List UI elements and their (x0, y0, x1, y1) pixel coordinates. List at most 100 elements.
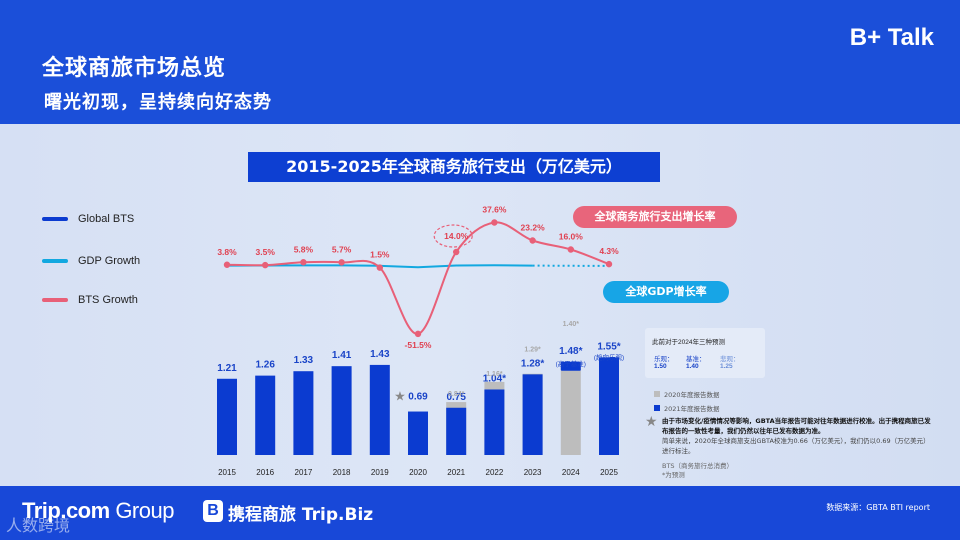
x-tick-2021: 2021 (447, 468, 465, 477)
x-tick-2016: 2016 (256, 468, 274, 477)
prior-label-2022: 1.16* (486, 371, 503, 378)
growth-label-2022: 37.6% (482, 205, 507, 215)
bar-note-2025: (趋向乐观) (594, 352, 624, 361)
note-legend-2021: 2021年度报告数据 (654, 403, 720, 413)
note-forecast-text: *为预测 (662, 471, 685, 479)
bar-label-2023: 1.28* (521, 358, 544, 369)
bar-2015 (217, 378, 237, 455)
legend-swatch-bts (42, 217, 68, 221)
bar-2019 (369, 364, 390, 455)
legend-label-gdp: GDP Growth (78, 255, 141, 267)
scenario-heading: 此前对于2024年三种预测 (652, 339, 725, 346)
bar-label-2018: 1.41 (332, 350, 352, 361)
bar-label-2025: 1.55* (597, 341, 620, 352)
scenario-label-pessimistic: 悲观： (720, 356, 740, 363)
bts-growth-point-2024 (567, 246, 574, 253)
growth-label-2017: 5.8% (294, 244, 314, 254)
x-tick-2022: 2022 (486, 468, 504, 477)
tripcom-group-logo: Trip.com Group (22, 498, 174, 524)
prior-label-2021: 0.84* (448, 391, 465, 398)
growth-label-2015: 3.8% (217, 247, 237, 257)
bar-2017 (293, 371, 314, 455)
star-marker-2020: ★ (394, 389, 406, 404)
bar-label-2022: 1.04* (483, 373, 506, 384)
note-bts-def-text: BTS（商务旅行总消费） (662, 462, 734, 470)
growth-label-2021: 14.0% (444, 231, 469, 241)
bts-growth-point-2023 (529, 237, 536, 244)
chart-panel (0, 124, 960, 486)
bts-growth-point-2019 (376, 264, 383, 271)
scenario-label-base: 基准： (686, 356, 706, 363)
growth-label-2024: 16.0% (559, 232, 584, 242)
note-swatch-2021 (654, 405, 660, 411)
star-icon: ★ (645, 413, 658, 429)
scenario-value-optimistic: 1.50 (654, 363, 667, 370)
bar-2024 (560, 361, 581, 371)
header-band (0, 0, 960, 124)
scenario-box (645, 328, 765, 378)
chart-title: 2015-2025年全球商务旅行支出（万亿美元） (248, 152, 660, 182)
legend-swatch-gdp (42, 259, 68, 263)
bts-growth-point-2022 (491, 219, 498, 226)
bar-2016 (255, 375, 276, 455)
x-tick-2025: 2025 (600, 468, 618, 477)
scenario-label-optimistic: 乐观： (654, 356, 674, 363)
prior-bar-2024 (560, 366, 581, 455)
bar-label-2021: 0.75 (446, 392, 466, 403)
tripbiz-logo-icon: B (203, 500, 223, 522)
bar-2020 (408, 411, 428, 455)
bar-label-2019: 1.43 (370, 349, 390, 360)
bts-growth-rate-pill: 全球商务旅行支出增长率 (573, 206, 737, 228)
legend-label-bts: Global BTS (78, 213, 135, 225)
x-tick-2020: 2020 (409, 468, 427, 477)
tripbiz-logo: 携程商旅 Trip.Biz (228, 505, 374, 525)
scenario-value-base: 1.40 (686, 363, 699, 370)
bar-label-2015: 1.21 (217, 363, 237, 374)
x-tick-2023: 2023 (524, 468, 542, 477)
legend-gdp-growth: GDP Growth (42, 255, 140, 267)
data-source: 数据来源：GBTA BTI report (826, 503, 930, 512)
growth-label-2025: 4.3% (599, 246, 619, 256)
legend-bts-growth: BTS Growth (42, 294, 138, 306)
growth-label-2023: 23.2% (521, 223, 546, 233)
bar-2025 (599, 357, 619, 455)
watermark: 人数跨境 (6, 516, 71, 535)
bar-note-2024: (高于基准) (556, 359, 586, 368)
x-tick-2015: 2015 (218, 468, 236, 477)
bar-label-2016: 1.26 (255, 360, 275, 371)
growth-label-2019: 1.5% (370, 250, 390, 260)
note-legend-2021-label: 2021年度报告数据 (664, 405, 720, 413)
bts-growth-point-2016 (262, 261, 269, 269)
bar-label-2017: 1.33 (294, 355, 314, 366)
note-legend-2020-label: 2020年度报告数据 (664, 391, 720, 399)
growth-label-2020: -51.5% (405, 340, 432, 350)
bts-growth-point-2025 (605, 260, 613, 268)
bar-2021 (446, 407, 467, 455)
bar-2022 (484, 389, 505, 455)
x-tick-2019: 2019 (371, 468, 389, 477)
note-main: 由于市场变化/疫情情况等影响，GBTA当年报告可能对往年数据进行校准。出于携程商… (662, 417, 931, 435)
prior-label-2023: 1.29* (524, 347, 541, 354)
highlight-2021-ellipse (433, 224, 473, 248)
bts-growth-point-2021 (453, 248, 460, 256)
legend-global-bts: Global BTS (42, 213, 134, 225)
x-tick-2017: 2017 (295, 468, 313, 477)
logo-trip-text: Trip.com (22, 498, 110, 523)
bar-2023 (522, 374, 543, 455)
x-tick-2018: 2018 (333, 468, 351, 477)
legend-swatch-bts-growth (42, 298, 68, 302)
logo-group-text: Group (115, 498, 174, 523)
prior-label-2024: 1.40* (563, 321, 580, 328)
note-bts-def: BTS（商务旅行总消费） *为预测 (662, 462, 782, 480)
brand-logo: B+ Talk (849, 24, 934, 51)
x-tick-2024: 2024 (562, 468, 580, 477)
bts-growth-point-2015 (223, 261, 231, 268)
bts-growth-point-2018 (338, 259, 345, 266)
bts-growth-line (226, 221, 610, 335)
gdp-growth-rate-pill: 全球GDP增长率 (603, 281, 729, 303)
bar-2018 (331, 366, 352, 455)
bts-growth-point-2017 (300, 259, 307, 266)
footer (0, 486, 960, 540)
scenario-value-pessimistic: 1.25 (720, 363, 733, 370)
